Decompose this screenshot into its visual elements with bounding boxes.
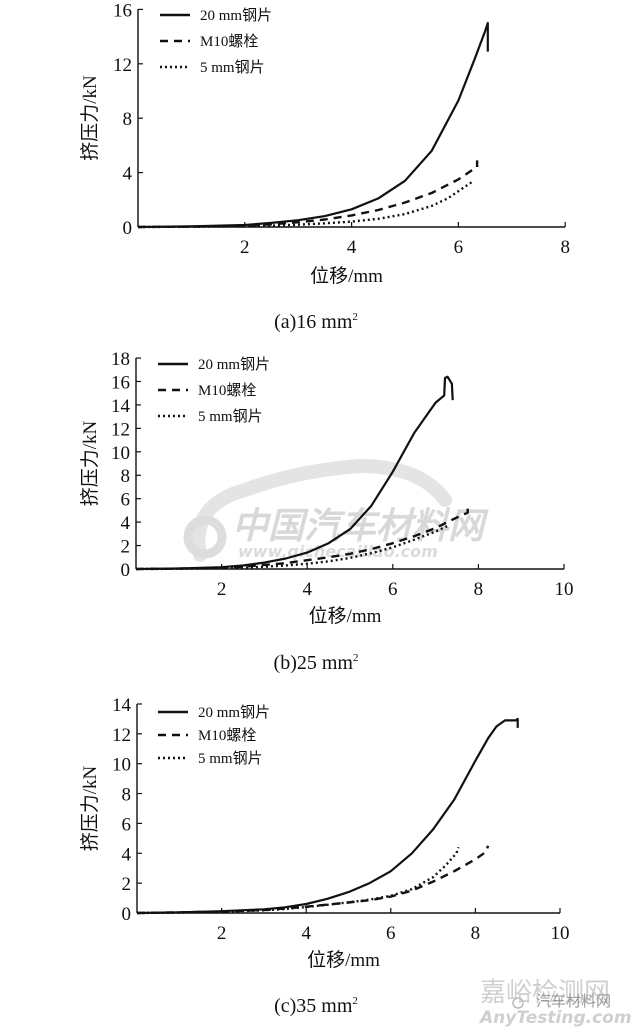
panel-caption: (a)16 mm2 [274,311,358,333]
x-tick-label: 8 [474,579,484,600]
x-tick-label: 10 [551,923,570,944]
legend-label: 20 mm钢片 [198,704,270,721]
y-tick-label: 4 [123,164,133,185]
y-tick-label: 6 [121,490,131,511]
y-tick-label: 8 [121,466,131,487]
y-tick-label: 12 [112,725,131,746]
watermark-corner-sub: 汽车材料网 [536,992,611,1010]
y-axis-label: 挤压力/kN [79,765,101,851]
x-axis-label: 位移/mm [307,949,380,971]
y-tick-label: 2 [121,537,131,558]
caption-superscript: 2 [353,652,359,664]
series-line-dotted [137,181,473,229]
watermark-logo-icon [183,515,227,559]
watermark-corner-url: AnyTesting.com [478,1008,632,1027]
legend-label: M10螺栓 [198,382,256,399]
y-tick-label: 10 [112,755,131,776]
x-tick-label: 4 [347,237,357,258]
y-axis-label: 挤压力/kN [79,75,101,161]
watermark-corner: 嘉峪检测网 汽车材料网 AnyTesting.com [478,978,632,1027]
chart-panel-c: 0 2 4 6 8 10 12 14 2 4 6 8 10 位移/mm 挤压力/kN 20 mm钢片 M10螺栓… [79,695,570,1017]
series-line-solid [136,717,519,915]
legend-label: 20 mm钢片 [200,7,272,24]
chart-panel-a: 0 4 8 12 16 2 4 6 8 位移/mm 挤压力/kN 20 mm钢片 M10螺栓 5 mm钢片… [79,0,570,333]
y-tick-label: 8 [122,785,132,806]
y-tick-label: 6 [122,814,132,835]
x-tick-label: 6 [454,237,464,258]
y-tick-label: 4 [122,844,132,865]
y-tick-label: 16 [111,372,130,393]
x-axis-label: 位移/mm [309,605,382,627]
x-tick-label: 10 [555,579,574,600]
legend-label: 5 mm钢片 [198,750,263,767]
watermark-center: 中国汽车材料网 www.qichecailiao.com [183,458,489,562]
watermark-url-text: www.qichecailiao.com [238,542,438,561]
watermark-cn-text: 中国汽车材料网 [232,506,489,547]
x-tick-label: 4 [301,923,311,944]
series-line-dashed [137,160,479,229]
y-tick-label: 4 [121,513,131,534]
x-tick-label: 2 [240,237,250,258]
y-tick-label: 8 [123,109,133,130]
caption-superscript: 2 [352,311,358,323]
x-axis-label: 位移/mm [310,265,383,287]
y-tick-label: 10 [111,443,130,464]
legend-label: 20 mm钢片 [198,356,270,373]
y-tick-label: 2 [122,874,132,895]
series-line-dotted [136,846,460,915]
panel-caption: (b)25 mm2 [274,652,359,674]
legend-label: M10螺栓 [200,33,258,50]
caption-superscript: 2 [352,995,358,1007]
x-tick-label: 8 [471,923,481,944]
y-tick-label: 0 [122,904,132,925]
y-tick-label: 14 [111,396,131,417]
caption-text: (a)16 mm [274,311,353,333]
x-tick-label: 2 [217,923,227,944]
watermark-car-outline-icon [191,458,452,562]
y-tick-label: 18 [111,349,130,370]
caption-text: (b)25 mm [274,652,354,674]
x-tick-label: 6 [388,579,398,600]
y-tick-label: 12 [111,419,130,440]
legend-label: 5 mm钢片 [198,408,263,425]
x-tick-label: 4 [302,579,312,600]
legend-label: M10螺栓 [198,727,256,744]
y-tick-label: 16 [113,0,132,21]
y-tick-label: 12 [113,55,132,76]
y-tick-label: 14 [112,695,132,716]
x-tick-label: 6 [386,923,396,944]
series-line-solid [137,21,489,229]
x-tick-label: 8 [560,237,570,258]
x-tick-label: 2 [217,579,227,600]
y-axis-label: 挤压力/kN [79,420,101,506]
panel-caption: (c)35 mm2 [274,995,358,1017]
wechat-icon [512,997,524,1009]
caption-text: (c)35 mm [274,995,353,1017]
y-tick-label: 0 [123,218,133,239]
watermark-corner-cn: 嘉峪检测网 [480,978,610,1008]
legend-label: 5 mm钢片 [200,59,265,76]
y-tick-label: 0 [121,560,131,581]
